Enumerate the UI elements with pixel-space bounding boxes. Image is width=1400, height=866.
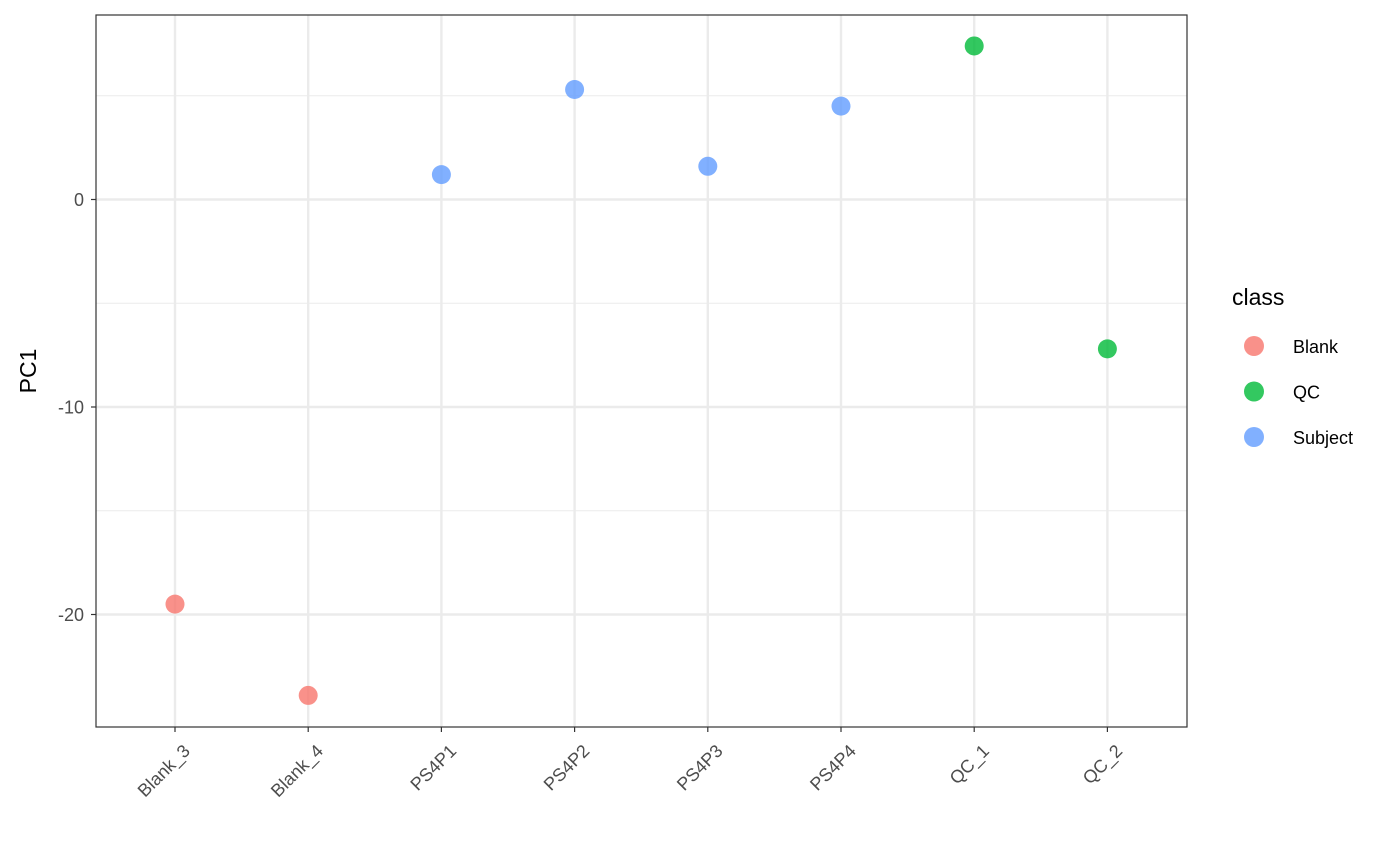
legend-title: class (1232, 284, 1284, 310)
panel-border (95, 14, 1188, 728)
legend-key-qc (1244, 381, 1264, 402)
x-tick-label: Blank_4 (267, 741, 328, 802)
data-point (165, 594, 185, 614)
data-point (565, 80, 585, 100)
x-tick-label: QC_1 (946, 741, 994, 789)
data-point (698, 156, 718, 176)
points-layer (165, 36, 1117, 705)
legend-label-blank: Blank (1293, 337, 1339, 357)
y-axis: 0 -10 -20 (58, 190, 96, 625)
y-axis-title: PC1 (15, 349, 41, 394)
x-tick-label: QC_2 (1079, 741, 1127, 789)
legend-key-subject (1244, 427, 1264, 447)
x-tick-label: PS4P1 (407, 741, 461, 795)
legend: class Blank QC Subject (1232, 284, 1353, 448)
data-point (964, 36, 984, 56)
x-tick-label: PS4P2 (540, 741, 594, 795)
grid-layer (96, 15, 1187, 727)
y-tick-label: -10 (58, 398, 84, 418)
y-tick-label: -20 (58, 605, 84, 625)
x-tick-label: PS4P4 (806, 741, 860, 795)
data-point (298, 685, 318, 705)
x-tick-label: Blank_3 (134, 741, 195, 802)
data-point (831, 96, 851, 116)
x-tick-label: PS4P3 (673, 741, 727, 795)
y-tick-label: 0 (74, 190, 84, 210)
data-point (1097, 339, 1117, 359)
legend-label-qc: QC (1293, 383, 1320, 403)
legend-label-subject: Subject (1293, 428, 1353, 448)
data-point (431, 165, 451, 185)
legend-key-blank (1244, 336, 1264, 356)
x-axis: Blank_3 Blank_4 PS4P1 PS4P2 PS4P3 PS4P4 QC_1 QC… (134, 727, 1127, 802)
